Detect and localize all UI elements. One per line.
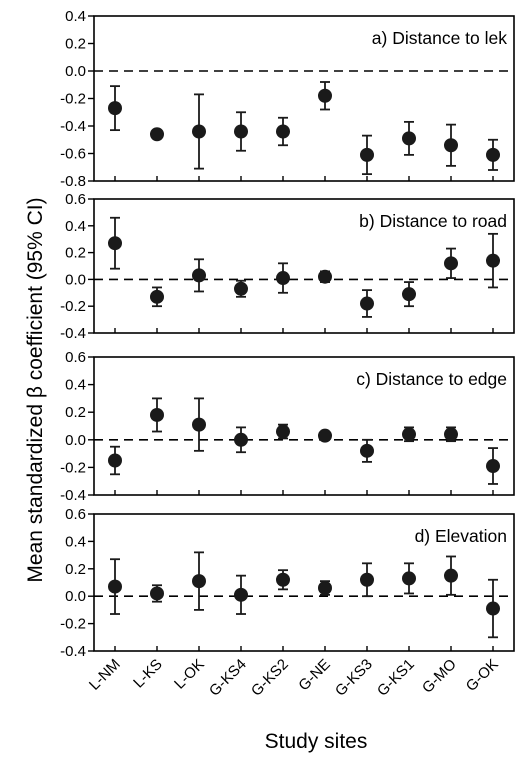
panel-title: a) Distance to lek bbox=[372, 28, 507, 48]
data-point bbox=[444, 256, 458, 271]
y-tick-label: 0.4 bbox=[65, 533, 86, 550]
x-tick-label: L-NM bbox=[86, 656, 124, 694]
y-tick-label: 0.2 bbox=[65, 404, 86, 421]
data-point bbox=[486, 253, 500, 268]
y-tick-label: 0.2 bbox=[65, 245, 86, 262]
x-tick-label: G-KS3 bbox=[332, 656, 376, 700]
data-point bbox=[234, 124, 248, 139]
y-tick-label: -0.4 bbox=[60, 487, 86, 504]
x-tick-label: L-KS bbox=[130, 656, 166, 692]
y-tick-label: -0.2 bbox=[60, 91, 86, 108]
x-tick-label: G-KS4 bbox=[206, 656, 250, 700]
data-point bbox=[108, 579, 122, 594]
x-tick-label: L-OK bbox=[171, 656, 208, 693]
y-tick-label: -0.2 bbox=[60, 616, 86, 633]
y-tick-label: 0.4 bbox=[65, 8, 86, 25]
data-point bbox=[150, 407, 164, 422]
y-tick-label: 0.6 bbox=[65, 349, 86, 366]
panel-frame bbox=[93, 513, 515, 652]
y-tick-label: 0.6 bbox=[65, 506, 86, 523]
data-point bbox=[234, 281, 248, 296]
y-axis-title: Mean standardized β coefficient (95% CI) bbox=[24, 197, 47, 582]
data-point bbox=[402, 571, 416, 586]
data-point bbox=[486, 601, 500, 616]
data-point bbox=[150, 289, 164, 304]
x-tick-label: G-KS1 bbox=[374, 656, 418, 700]
y-tick-label: -0.2 bbox=[60, 298, 86, 315]
panel-frame bbox=[93, 198, 515, 334]
data-point bbox=[108, 453, 122, 468]
data-point bbox=[318, 88, 332, 103]
y-tick-label: -0.8 bbox=[60, 173, 86, 190]
data-point bbox=[318, 428, 332, 443]
y-tick-label: 0.2 bbox=[65, 36, 86, 53]
data-point bbox=[318, 580, 332, 595]
data-point bbox=[108, 101, 122, 116]
data-point bbox=[192, 268, 206, 283]
y-tick-label: 0.4 bbox=[65, 377, 86, 394]
y-tick-label: -0.4 bbox=[60, 643, 86, 660]
data-point bbox=[444, 138, 458, 153]
data-point bbox=[360, 572, 374, 587]
y-tick-label: 0.0 bbox=[65, 432, 86, 449]
data-point bbox=[150, 127, 164, 142]
data-point bbox=[444, 427, 458, 442]
y-tick-label: 0.0 bbox=[65, 63, 86, 80]
data-point bbox=[192, 124, 206, 139]
x-tick-label: G-OK bbox=[463, 656, 502, 695]
y-tick-label: 0.6 bbox=[65, 191, 86, 208]
y-tick-label: 0.4 bbox=[65, 218, 86, 235]
y-tick-label: -0.2 bbox=[60, 459, 86, 476]
data-point bbox=[276, 271, 290, 286]
data-point bbox=[192, 574, 206, 589]
panel-title: d) Elevation bbox=[415, 526, 507, 546]
data-point bbox=[234, 587, 248, 602]
y-tick-label: 0.0 bbox=[65, 588, 86, 605]
data-point bbox=[402, 131, 416, 146]
x-tick-label: G-KS2 bbox=[248, 656, 292, 700]
y-tick-label: -0.6 bbox=[60, 146, 86, 163]
x-axis-title: Study sites bbox=[265, 730, 368, 753]
data-point bbox=[360, 443, 374, 458]
data-point bbox=[276, 424, 290, 439]
data-point bbox=[444, 568, 458, 583]
data-point bbox=[234, 432, 248, 447]
data-point bbox=[486, 147, 500, 162]
y-tick-label: 0.0 bbox=[65, 271, 86, 288]
y-tick-label: -0.4 bbox=[60, 118, 86, 135]
data-point bbox=[276, 124, 290, 139]
panel-frame bbox=[93, 356, 515, 496]
x-tick-label: G-MO bbox=[419, 656, 460, 697]
data-point bbox=[360, 147, 374, 162]
data-point bbox=[276, 572, 290, 587]
data-point bbox=[150, 586, 164, 601]
data-point bbox=[402, 427, 416, 442]
data-point bbox=[402, 287, 416, 302]
data-point bbox=[486, 459, 500, 474]
data-point bbox=[192, 417, 206, 432]
data-point bbox=[108, 236, 122, 251]
data-point bbox=[360, 296, 374, 311]
data-point bbox=[318, 269, 332, 284]
panel-title: b) Distance to road bbox=[359, 211, 507, 231]
y-tick-label: 0.2 bbox=[65, 561, 86, 578]
panel-title: c) Distance to edge bbox=[356, 369, 507, 389]
y-tick-label: -0.4 bbox=[60, 325, 86, 342]
x-tick-label: G-NE bbox=[295, 656, 334, 695]
